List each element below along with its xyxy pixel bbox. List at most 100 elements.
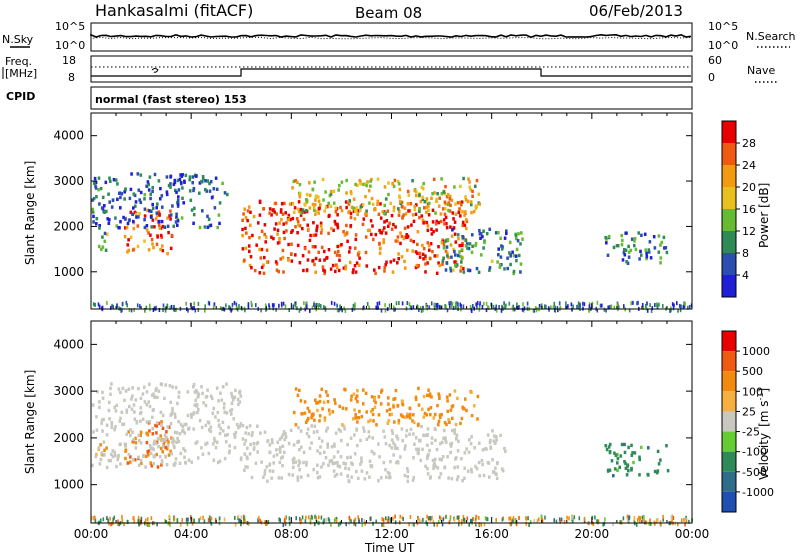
data-cell (324, 205, 328, 210)
data-cell (209, 394, 213, 398)
data-cell (344, 466, 347, 470)
data-cell (314, 256, 318, 261)
data-cell (447, 476, 450, 480)
data-cell (131, 430, 134, 434)
data-cell (468, 242, 472, 246)
data-cell (198, 225, 202, 230)
noise-cell (412, 305, 415, 310)
data-cell (348, 250, 351, 254)
data-cell (163, 396, 166, 401)
data-cell (318, 258, 322, 262)
data-cell (143, 193, 147, 197)
data-cell (373, 398, 376, 403)
data-cell (428, 248, 431, 252)
freq-tick-top: 18 (62, 54, 76, 67)
data-cell (113, 428, 116, 432)
data-cell (352, 206, 355, 210)
data-cell (392, 222, 395, 227)
data-cell (420, 185, 424, 189)
noise-cell (247, 521, 250, 526)
colorbar-segment (722, 371, 736, 392)
data-cell (100, 418, 104, 422)
data-cell (278, 437, 282, 441)
data-cell (217, 418, 220, 423)
data-cell (145, 228, 149, 232)
data-cell (193, 206, 196, 211)
data-cell (183, 422, 187, 427)
time-tick-label: 00:00 (675, 527, 710, 541)
data-cell (298, 192, 302, 196)
data-cell (474, 243, 477, 248)
data-cell (206, 225, 210, 229)
noise-cell (323, 518, 325, 523)
noise-cell (338, 308, 340, 313)
data-cell (304, 420, 308, 425)
data-cell (443, 212, 447, 216)
data-cell (402, 213, 405, 217)
power-ylabel: Slant Range [km] (23, 161, 37, 265)
data-cell (296, 243, 300, 248)
data-cell (396, 261, 399, 265)
noise-cell (601, 303, 603, 308)
data-cell (356, 212, 359, 217)
data-cell (285, 229, 288, 233)
data-cell (421, 197, 425, 201)
data-cell (470, 470, 473, 474)
data-cell (94, 186, 98, 190)
data-cell (127, 430, 130, 434)
noise-cell (305, 304, 307, 309)
data-cell (344, 462, 348, 466)
data-cell (139, 433, 142, 437)
data-cell (461, 220, 465, 225)
data-cell (201, 175, 205, 179)
data-cell (198, 191, 201, 195)
data-cell (316, 429, 319, 434)
data-cell (279, 450, 282, 454)
data-cell (415, 203, 418, 207)
data-cell (243, 258, 246, 262)
data-cell (482, 246, 485, 250)
data-cell (176, 436, 179, 441)
noise-cell (636, 301, 638, 306)
data-cell (370, 395, 374, 399)
data-cell (471, 189, 474, 193)
colorbar-tick-label: -25 (742, 426, 760, 439)
data-cell (323, 249, 326, 254)
data-cell (156, 395, 159, 400)
data-cell (287, 242, 290, 247)
data-cell (396, 437, 400, 441)
data-cell (98, 202, 101, 206)
data-cell (281, 212, 285, 216)
data-cell (248, 424, 252, 428)
data-cell (181, 428, 185, 433)
data-cell (276, 232, 279, 236)
data-cell (190, 208, 194, 212)
data-cell (365, 209, 368, 213)
noise-cell (320, 304, 322, 308)
data-cell (252, 447, 256, 451)
noise-cell (438, 304, 441, 309)
data-cell (383, 435, 387, 439)
data-cell (456, 396, 459, 401)
noise-cell (362, 306, 364, 311)
data-cell (337, 249, 340, 254)
data-cell (364, 235, 368, 239)
data-cell (129, 428, 132, 432)
data-cell (291, 216, 295, 221)
noise-cell (146, 522, 148, 526)
noise-cell (375, 305, 378, 310)
data-cell (151, 432, 155, 436)
noise-cell (288, 521, 291, 526)
data-cell (450, 255, 453, 259)
time-tick-label: 20:00 (575, 527, 610, 541)
data-cell (663, 246, 666, 250)
data-cell (462, 270, 466, 274)
noise-cell (315, 303, 317, 308)
data-cell (214, 415, 217, 419)
data-cell (373, 268, 376, 272)
data-cell (466, 199, 470, 204)
noise-cell (121, 301, 124, 306)
data-cell (91, 403, 95, 407)
noise-cell (475, 302, 477, 307)
data-cell (218, 459, 222, 463)
